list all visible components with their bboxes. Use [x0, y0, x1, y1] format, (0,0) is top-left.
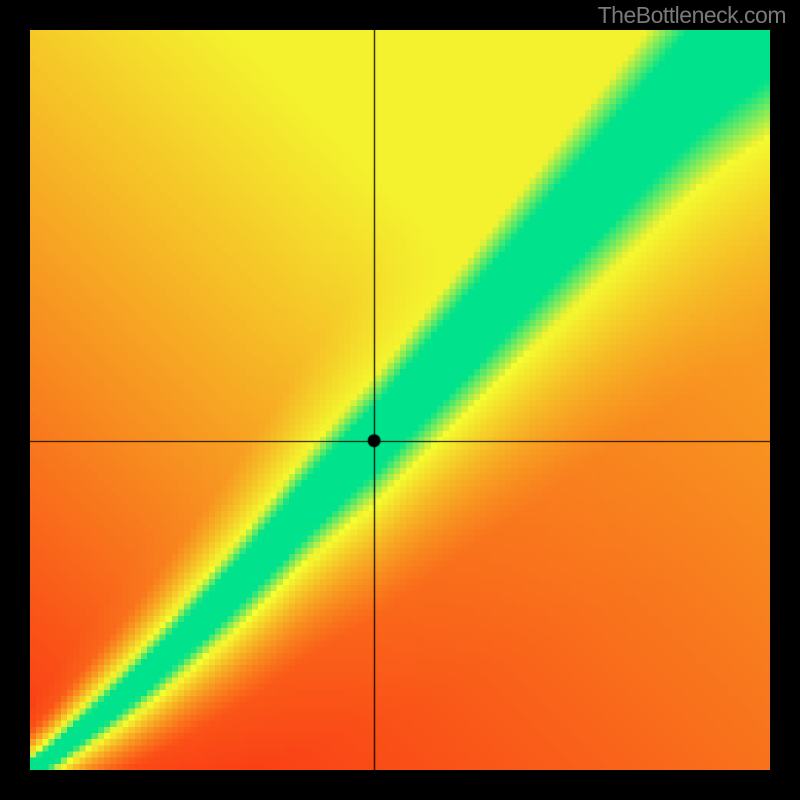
plot-area — [30, 30, 770, 770]
heatmap-canvas — [30, 30, 770, 770]
chart-container: TheBottleneck.com — [0, 0, 800, 800]
attribution-text: TheBottleneck.com — [598, 2, 786, 29]
